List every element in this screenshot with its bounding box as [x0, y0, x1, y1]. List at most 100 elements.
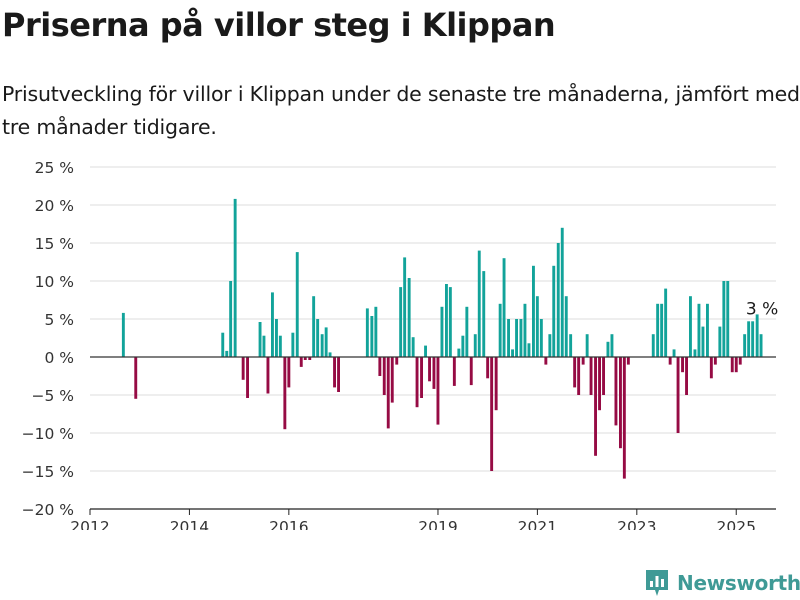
bar: [374, 306, 378, 357]
y-tick-label: −20 %: [22, 501, 74, 519]
bar: [134, 357, 138, 399]
bar: [614, 357, 618, 426]
bar: [502, 258, 506, 357]
gridlines: [90, 166, 776, 510]
bar: [420, 357, 423, 398]
bar: [262, 335, 266, 357]
bar: [445, 284, 448, 357]
chart-title: Priserna på villor steg i Klippan: [2, 6, 556, 44]
brand-name: Newsworthy: [677, 571, 800, 595]
bar: [697, 303, 701, 357]
bar: [312, 296, 316, 357]
bar: [734, 357, 738, 373]
bar: [718, 326, 722, 357]
bar: [266, 357, 270, 394]
bar: [668, 357, 672, 365]
bar: [693, 349, 697, 357]
bar: [581, 357, 585, 365]
x-tick-label: 2025: [717, 518, 756, 530]
bar: [399, 287, 403, 357]
bar: [730, 357, 734, 373]
bar: [333, 357, 336, 388]
bar: [626, 357, 630, 365]
bar: [706, 303, 709, 357]
bar: [258, 322, 262, 357]
bar: [283, 357, 287, 430]
bar: [275, 319, 278, 357]
bar: [457, 348, 461, 357]
bar: [320, 334, 324, 357]
chart-subtitle: Prisutveckling för villor i Klippan unde…: [2, 82, 800, 139]
bar-chart: −20 % −15 % −10 % −5 % 0 % 5 % 10 % 15 % 20 % 25 …: [22, 159, 779, 530]
bar: [738, 357, 742, 365]
bar: [722, 281, 726, 357]
bar: [598, 357, 601, 411]
bar: [532, 265, 535, 357]
bar: [523, 303, 527, 357]
bar: [461, 335, 465, 357]
bar: [291, 332, 295, 357]
bar: [602, 357, 605, 395]
bar: [619, 357, 622, 449]
bar: [610, 334, 614, 357]
bar: [440, 306, 444, 357]
bar: [743, 334, 747, 357]
bar: [573, 357, 577, 388]
bar: [569, 334, 573, 357]
bar: [233, 198, 237, 357]
bar: [689, 296, 692, 357]
bar: [436, 357, 440, 425]
bar: [622, 357, 626, 479]
y-tick-label: 20 %: [35, 197, 74, 215]
bar: [709, 357, 713, 379]
bar: [432, 357, 436, 389]
bar: [606, 341, 610, 357]
bar: [548, 334, 552, 357]
bar: [390, 357, 394, 403]
bar: [407, 278, 411, 357]
newsworthy-logo: Newsworthy: [644, 569, 800, 597]
bar: [337, 357, 340, 392]
bar: [535, 296, 539, 357]
bar: [287, 357, 291, 388]
bar: [225, 350, 229, 357]
bar: [759, 334, 763, 357]
bar: [395, 357, 399, 365]
y-tick-label: −10 %: [22, 425, 74, 443]
bar: [519, 319, 523, 357]
bar: [486, 357, 490, 379]
x-tick-label: 2019: [418, 518, 457, 530]
bar: [246, 357, 249, 398]
bar: [552, 265, 556, 357]
bar: [121, 312, 125, 357]
bar: [577, 357, 581, 395]
bar: [660, 303, 664, 357]
y-tick-label: 0 %: [44, 349, 74, 367]
bar: [328, 352, 332, 357]
bar: [448, 287, 452, 357]
bar: [751, 321, 755, 357]
bar: [726, 281, 730, 357]
y-tick-label: −5 %: [31, 387, 74, 405]
bar: [221, 332, 225, 357]
bar: [403, 257, 407, 357]
bar: [229, 281, 233, 357]
bar: [507, 319, 510, 357]
bar: [556, 243, 560, 357]
bar: [370, 316, 374, 357]
bar: [308, 357, 312, 360]
bar: [477, 250, 481, 357]
bar: [473, 334, 477, 357]
bar: [747, 321, 751, 357]
bar: [681, 357, 684, 373]
bar: [278, 335, 282, 357]
bar: [560, 227, 564, 357]
bar: [713, 357, 717, 365]
bar: [469, 357, 473, 386]
bar: [365, 308, 369, 357]
bar: [589, 357, 593, 395]
x-tick-label: 2012: [70, 518, 109, 530]
bars: [121, 198, 763, 479]
y-tick-label: 25 %: [35, 159, 74, 177]
bar: [685, 357, 688, 395]
